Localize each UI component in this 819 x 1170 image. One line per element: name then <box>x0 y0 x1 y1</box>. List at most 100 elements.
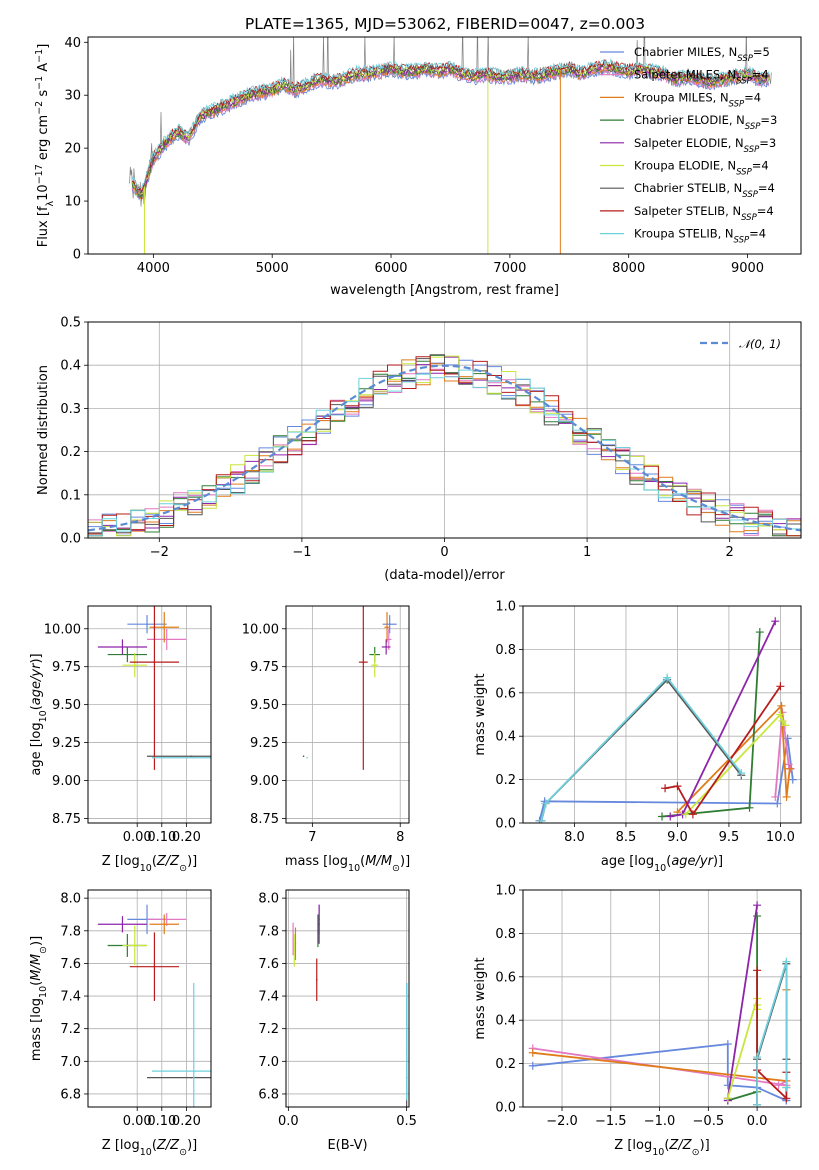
weight-marker <box>782 1083 791 1092</box>
label-part: 10 <box>38 986 49 998</box>
mass_vs_Z-ylabel: mass [log10(M/M⊙)] <box>29 936 49 1061</box>
legend-value: =4 <box>752 68 769 82</box>
spectrum-xtick-label: 8000 <box>612 261 645 276</box>
label-part: −17 <box>34 164 45 184</box>
age_vs_Z-ytick-label: 9.00 <box>52 774 81 789</box>
weight-marker <box>782 792 791 801</box>
label-part: ⊙ <box>179 1147 187 1158</box>
weight-series-line <box>726 905 758 1101</box>
legend-entry: Salpeter MILES, NSSP=4 <box>634 68 769 87</box>
normal-distribution-curve <box>88 364 801 532</box>
weight-marker <box>723 1094 732 1103</box>
residuals-ytick-label: 0.2 <box>60 445 81 460</box>
mass_vs_ebv-xtick-label: 0.5 <box>396 1114 417 1129</box>
legend-entry: Chabrier STELIB, NSSP=4 <box>634 181 775 200</box>
weight-marker <box>785 764 794 773</box>
weight-marker <box>666 812 675 821</box>
age_vs_mass-ytick-label: 9.50 <box>250 698 279 713</box>
spectrum-frame <box>87 36 802 255</box>
weight_vs_age-xtick-label: 9.0 <box>667 830 688 845</box>
label-part: 10 <box>36 184 51 201</box>
label-part: A <box>36 63 51 76</box>
weight_vs_age-ytick-label: 0.0 <box>495 817 516 832</box>
weight-marker <box>688 810 697 819</box>
age_vs_Z-ytick-label: 8.75 <box>52 812 81 827</box>
mass_vs_ebv-xtick-label: 0.0 <box>278 1114 299 1129</box>
legend-value: =4 <box>744 90 761 104</box>
label-part: 10 <box>140 863 152 874</box>
age_vs_Z-ytick-label: 9.50 <box>52 698 81 713</box>
data-point <box>317 929 319 932</box>
mass_vs_ebv-frame <box>285 889 410 1108</box>
weight-series-line <box>540 678 743 822</box>
residuals-ytick-label: 0.0 <box>60 532 81 547</box>
weight_vs_age-xtick-label: 8.0 <box>564 830 585 845</box>
panels: 4000 5000 6000 7000 8000 9000010203040wavelen… <box>29 36 802 1158</box>
label-part: ( <box>152 854 157 869</box>
weight-marker <box>774 1081 783 1090</box>
label-part: ] <box>36 44 51 49</box>
weight_vs_Z-xtick-label: −2.0 <box>546 1114 578 1129</box>
figure-title: PLATE=1365, MJD=53062, FIBERID=0047, z=0… <box>245 15 645 33</box>
legend-sub: SSP <box>736 168 752 178</box>
weight-marker <box>723 1040 732 1049</box>
mass_vs_ebv-ytick-label: 7.2 <box>258 1022 279 1037</box>
residuals-plot-area <box>88 354 801 537</box>
model-fit-line <box>131 59 769 195</box>
label-part: )] <box>29 936 44 946</box>
weight-marker <box>528 1061 537 1070</box>
data-point <box>362 661 365 663</box>
mass_vs_ebv-ytick-label: 7.6 <box>258 957 279 972</box>
age_vs_Z-xtick-label: 0.20 <box>172 830 201 845</box>
mass_vs_ebv-ytick-label: 8.0 <box>258 892 279 907</box>
mass_vs_ebv-ytick-label: 7.4 <box>258 990 279 1005</box>
age_vs_Z-plot-area <box>97 606 211 770</box>
weight-marker <box>537 816 546 823</box>
age_vs_Z-ytick-label: 9.75 <box>52 660 81 675</box>
spectrum-ylabel: Flux [fλ10−17 erg cm−2 s−1 A−1] <box>34 44 56 248</box>
weight_vs_Z-ytick-label: 0.2 <box>495 1057 516 1072</box>
legend-label: Kroupa MILES, N <box>634 90 729 104</box>
label-part: λ <box>45 200 56 206</box>
age_vs_mass-ytick-label: 8.75 <box>250 812 279 827</box>
age_vs_Z-grid <box>88 606 211 823</box>
data-point <box>318 923 320 926</box>
weight_vs_Z-plot-area <box>528 901 791 1107</box>
residuals-ytick-label: 0.5 <box>60 316 81 331</box>
data-point <box>146 623 148 626</box>
weight-marker <box>541 799 550 808</box>
data-point <box>190 755 193 758</box>
weight_vs_age-plot-area <box>535 617 797 823</box>
weight-marker <box>771 617 780 626</box>
weight-marker <box>753 966 762 975</box>
label-part: age/yr <box>671 854 714 869</box>
mass_vs_ebv-panel: 0.0 0.5 6.8 7.0 7.2 7.4 7.6 7.8 8.0 E(B-V) <box>258 889 417 1153</box>
weight-marker <box>661 784 670 793</box>
data-point <box>192 1070 195 1072</box>
label-part: ( <box>360 854 365 869</box>
weight_vs_age-ytick-label: 0.8 <box>495 643 516 658</box>
weight_vs_age-ytick-label: 0.2 <box>495 773 516 788</box>
legend-entry: Kroupa STELIB, NSSP=4 <box>634 227 766 246</box>
weight-series-line <box>664 685 782 817</box>
legend-label: Kroupa ELODIE, N <box>634 159 736 173</box>
legend-sub: SSP <box>737 54 753 64</box>
data-point <box>373 664 376 666</box>
label-part: 10 <box>348 863 360 874</box>
label-part: ( <box>29 705 44 710</box>
data-point <box>385 646 387 648</box>
label-part: Z [log <box>102 854 140 869</box>
label-part: Z/Z <box>156 854 180 869</box>
age_vs_Z-ytick-label: 9.25 <box>52 736 81 751</box>
weight-marker <box>771 792 780 801</box>
age_vs_mass-xlabel: mass [log10(M/M⊙)] <box>285 854 410 874</box>
spectrum-xtick-label: 7000 <box>493 261 526 276</box>
label-part: 10 <box>652 1147 664 1158</box>
label-part: −1 <box>34 76 45 90</box>
residual-histogram-step <box>88 369 801 537</box>
age_vs_mass-ytick-label: 9.00 <box>250 774 279 789</box>
mass_vs_Z-ytick-label: 7.2 <box>60 1022 81 1037</box>
data-point <box>153 661 156 663</box>
weight-marker <box>753 901 762 910</box>
legend-entry: Salpeter STELIB, NSSP=4 <box>634 204 774 223</box>
